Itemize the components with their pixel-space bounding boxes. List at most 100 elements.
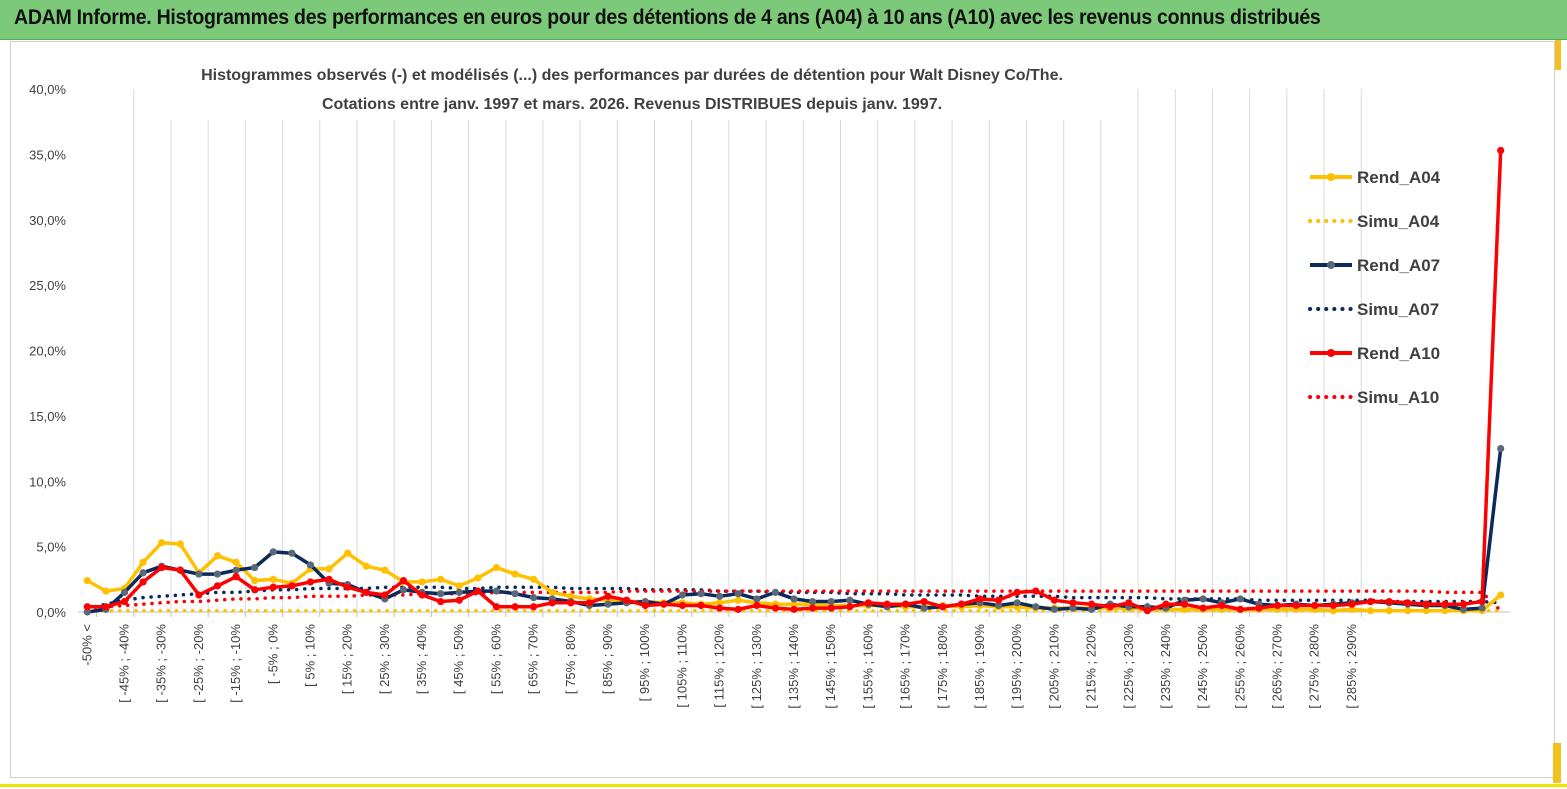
x-tick-label: [ -45% ; -40% <box>116 624 131 703</box>
data-point <box>716 592 724 600</box>
x-tick-label: [ 225% ; 230% <box>1121 624 1136 709</box>
data-point <box>474 587 482 595</box>
x-tick-label: [ 215% ; 220% <box>1084 624 1099 709</box>
data-point <box>697 590 705 598</box>
data-point <box>846 603 854 611</box>
data-point <box>901 600 910 608</box>
data-point <box>325 565 333 573</box>
y-tick-label: 20,0% <box>29 344 66 359</box>
legend-marker <box>1327 173 1335 181</box>
data-point <box>957 600 965 608</box>
x-tick-label: [ 205% ; 210% <box>1046 624 1061 709</box>
data-point <box>474 574 482 582</box>
legend-item-rend-a07: Rend_A07 <box>1310 256 1440 275</box>
data-point <box>808 604 817 612</box>
data-point <box>120 597 129 606</box>
x-tick-label: [ 105% ; 110% <box>674 624 689 708</box>
data-point <box>697 601 705 610</box>
x-tick-label: [ 15% ; 20% <box>340 624 355 695</box>
x-tick-label: [ 85% ; 90% <box>600 624 615 695</box>
data-point <box>790 595 798 603</box>
legend-marker <box>1327 349 1335 357</box>
data-point <box>1385 607 1393 615</box>
data-point <box>1069 599 1077 607</box>
y-tick-label: 15,0% <box>29 409 66 424</box>
data-point <box>1069 604 1077 612</box>
data-point <box>1050 596 1058 604</box>
x-tick-label: [ 115% ; 120% <box>712 624 727 708</box>
data-point <box>1218 601 1226 610</box>
x-axis: -50% < [ -45% ; -40% [ -35% ; -30% [ -25% ;… <box>79 624 1359 709</box>
legend-label: Simu_A04 <box>1357 212 1440 231</box>
data-point <box>548 588 556 596</box>
data-point <box>567 592 575 600</box>
data-point <box>511 570 519 578</box>
x-tick-label: [ 245% ; 250% <box>1195 624 1210 709</box>
data-point <box>1180 605 1189 613</box>
data-point <box>846 596 854 604</box>
data-point <box>1106 603 1114 611</box>
data-point <box>362 562 370 570</box>
data-point <box>1497 146 1505 155</box>
chart-title: Histogrammes observés (-) et modélisés (… <box>201 67 1063 84</box>
data-point <box>269 575 277 583</box>
corner-accent-bottom <box>1553 743 1561 783</box>
x-tick-label: [ 75% ; 80% <box>563 624 578 695</box>
data-point <box>139 558 147 566</box>
data-point <box>641 601 649 610</box>
data-point <box>437 597 445 606</box>
data-point <box>83 608 91 616</box>
data-point <box>232 573 240 581</box>
series-layer <box>83 146 1505 616</box>
data-point <box>1348 600 1356 608</box>
x-tick-label: [ 165% ; 170% <box>898 624 913 709</box>
data-point <box>790 605 798 613</box>
data-point <box>399 586 408 594</box>
data-point <box>678 591 687 599</box>
data-point <box>195 570 203 578</box>
data-point <box>1497 591 1505 599</box>
data-point <box>232 558 240 566</box>
x-tick-label: [ 195% ; 200% <box>1009 624 1024 709</box>
x-tick-label: [ -15% ; -10% <box>228 624 243 703</box>
y-tick-label: 0,0% <box>36 605 66 620</box>
data-point <box>771 604 780 612</box>
legend-item-rend-a10: Rend_A10 <box>1310 344 1440 363</box>
data-point <box>1143 607 1151 615</box>
x-tick-label: [ 145% ; 150% <box>823 624 838 709</box>
data-point <box>399 577 408 585</box>
data-point <box>994 601 1003 610</box>
data-point <box>585 599 594 607</box>
data-point <box>158 539 166 547</box>
data-point <box>548 599 556 607</box>
y-tick-label: 5,0% <box>36 540 66 555</box>
chart-frame <box>10 41 1555 778</box>
data-point <box>1366 607 1375 615</box>
data-point <box>1497 444 1505 453</box>
data-point <box>213 570 222 578</box>
legend-item-simu-a04: Simu_A04 <box>1308 212 1440 231</box>
series-rend-a10 <box>83 146 1505 615</box>
data-point <box>492 563 501 572</box>
x-tick-label: [ 255% ; 260% <box>1232 624 1247 709</box>
data-point <box>920 604 928 612</box>
data-point <box>734 590 742 598</box>
series-line <box>85 589 1503 613</box>
data-point <box>269 548 277 556</box>
data-point <box>1404 607 1412 615</box>
data-point <box>1385 597 1393 606</box>
data-point <box>437 575 445 583</box>
data-point <box>288 549 296 557</box>
data-point <box>1441 607 1449 615</box>
data-point <box>1459 600 1468 608</box>
data-point <box>1087 600 1096 608</box>
data-point <box>1236 595 1244 603</box>
bottom-accent-line <box>0 784 1567 787</box>
data-point <box>455 596 463 604</box>
data-point <box>120 588 129 596</box>
corner-accent-top <box>1555 40 1561 70</box>
data-point <box>455 588 463 596</box>
data-point <box>1162 600 1170 608</box>
y-axis: 0,0% 5,0% 10,0% 15,0% 20,0% 25,0% 30,0% 35,0% 40… <box>29 82 66 620</box>
